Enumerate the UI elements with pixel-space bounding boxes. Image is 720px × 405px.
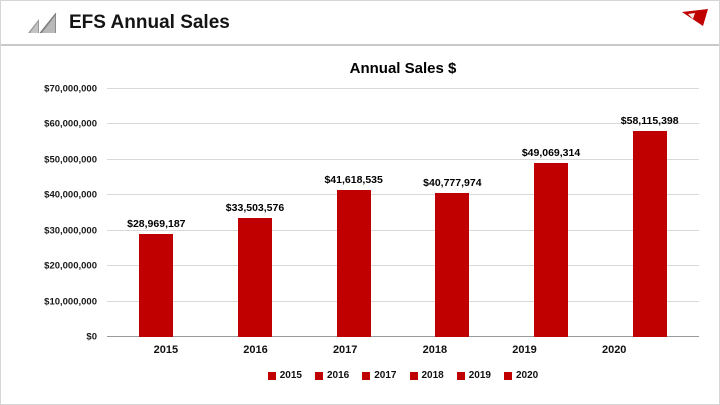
legend-swatch-icon bbox=[409, 371, 418, 380]
header-divider bbox=[1, 44, 719, 46]
chart-body: $0 $10,000,000 $20,000,000 $30,000,000 $40,0… bbox=[15, 84, 699, 343]
bar-column: $49,069,314 bbox=[502, 89, 601, 337]
legend-item: 2019 bbox=[456, 370, 491, 381]
x-axis: 2015 2016 2017 2018 2019 2020 bbox=[121, 337, 679, 356]
y-tick-label: $70,000,000 bbox=[44, 83, 97, 95]
bar-column: $28,969,187 bbox=[107, 89, 206, 337]
chart-title: Annual Sales $ bbox=[349, 60, 457, 77]
x-tick-label: 2015 bbox=[153, 344, 179, 356]
red-pennant-icon bbox=[682, 9, 708, 26]
bar-2019 bbox=[534, 163, 569, 337]
y-axis: $0 $10,000,000 $20,000,000 $30,000,000 $40,0… bbox=[15, 84, 107, 343]
y-tick-label: $0 bbox=[86, 331, 97, 343]
y-tick-label: $40,000,000 bbox=[44, 189, 97, 201]
bar-column: $33,503,576 bbox=[206, 89, 305, 337]
legend-item: 2020 bbox=[504, 370, 538, 381]
x-tick-label: 2018 bbox=[422, 344, 448, 356]
x-axis-line bbox=[107, 336, 699, 337]
bar-value-label: $58,115,398 bbox=[620, 115, 679, 128]
legend-label: 2019 bbox=[468, 370, 491, 381]
legend-label: 2015 bbox=[279, 370, 302, 381]
y-tick-label: $30,000,000 bbox=[44, 225, 97, 237]
bar-chart: Annual Sales $ $0 $10,000,000 $20,000,000 $… bbox=[1, 46, 719, 381]
bar-2015 bbox=[139, 234, 174, 337]
legend-item: 2016 bbox=[315, 370, 349, 381]
gridline bbox=[107, 265, 699, 267]
legend-swatch-icon bbox=[362, 371, 371, 380]
bar-value-label: $33,503,576 bbox=[225, 202, 285, 215]
bar-2017 bbox=[336, 189, 371, 337]
x-tick-label: 2016 bbox=[243, 344, 268, 356]
legend-label: 2020 bbox=[516, 370, 539, 381]
bar-column: $41,618,535 bbox=[304, 89, 403, 337]
bar-2016 bbox=[238, 218, 272, 337]
legend-swatch-icon bbox=[267, 371, 276, 380]
gridline bbox=[107, 88, 699, 89]
gridline bbox=[107, 158, 699, 160]
legend-item: 2015 bbox=[267, 370, 302, 381]
plot-area: $28,969,187 $33,503,576 $41,618,535 $40,777… bbox=[107, 88, 699, 337]
legend-label: 2018 bbox=[421, 370, 444, 381]
legend-swatch-icon bbox=[315, 371, 323, 380]
bar-value-label: $49,069,314 bbox=[521, 147, 581, 160]
gridline bbox=[107, 229, 699, 231]
y-tick-label: $50,000,000 bbox=[44, 154, 97, 166]
slide-header: EFS Annual Sales bbox=[1, 1, 719, 40]
x-tick-label: 2019 bbox=[512, 344, 537, 356]
bar-column: $58,115,398 bbox=[600, 89, 699, 337]
gridline bbox=[107, 123, 699, 125]
gridline bbox=[107, 194, 699, 196]
legend-item: 2017 bbox=[362, 370, 397, 381]
y-tick-label: $20,000,000 bbox=[44, 260, 97, 272]
legend: 2015 2016 2017 2018 2019 2020 bbox=[107, 370, 699, 381]
y-tick-label: $10,000,000 bbox=[44, 296, 97, 308]
legend-swatch-icon bbox=[456, 371, 465, 380]
bar-value-label: $28,969,187 bbox=[127, 218, 186, 231]
legend-label: 2016 bbox=[327, 370, 350, 381]
bar-value-label: $40,777,974 bbox=[423, 176, 482, 189]
page-title: EFS Annual Sales bbox=[69, 12, 230, 33]
x-tick-label: 2017 bbox=[332, 344, 358, 356]
legend-swatch-icon bbox=[504, 371, 512, 380]
legend-item: 2018 bbox=[409, 370, 444, 381]
x-tick-label: 2020 bbox=[601, 344, 627, 356]
bars: $28,969,187 $33,503,576 $41,618,535 $40,777… bbox=[107, 89, 699, 337]
gridline bbox=[107, 300, 699, 302]
y-tick-label: $60,000,000 bbox=[44, 118, 97, 130]
bar-value-label: $41,618,535 bbox=[324, 173, 383, 186]
efs-logo-icon bbox=[28, 12, 57, 34]
bar-column: $40,777,974 bbox=[403, 89, 502, 337]
bar-2018 bbox=[435, 192, 470, 337]
bar-2020 bbox=[632, 131, 667, 337]
legend-label: 2017 bbox=[374, 370, 397, 381]
